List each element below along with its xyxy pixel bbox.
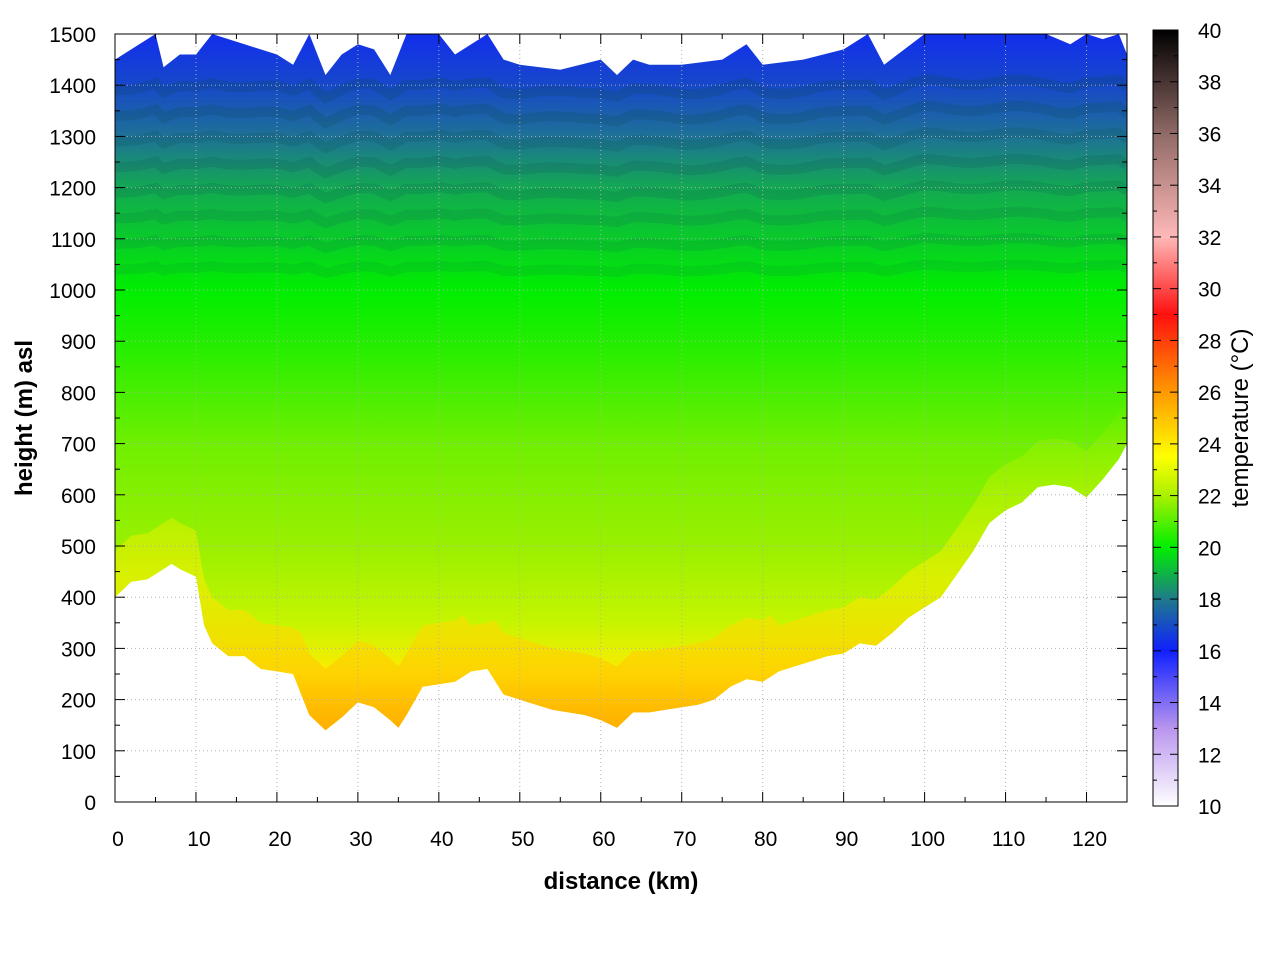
colorbar-tick-label: 32 xyxy=(1198,227,1221,250)
colorbar-title: temperature (°C) xyxy=(1227,329,1254,508)
y-tick-label: 800 xyxy=(61,382,96,405)
x-tick-label: 20 xyxy=(268,828,291,851)
colorbar-ticks: 10 12 14 16 18 20 22 24 26 28 30 32 34 36 38 40 xyxy=(1153,20,1222,819)
colorbar-tick-label: 36 xyxy=(1198,123,1221,146)
colorbar-tick-label: 18 xyxy=(1198,589,1221,612)
colorbar-tick-label: 14 xyxy=(1198,693,1222,716)
x-tick-label: 50 xyxy=(511,828,534,851)
y-tick-label: 900 xyxy=(61,331,96,354)
x-tick-label: 40 xyxy=(430,828,453,851)
x-tick-label: 100 xyxy=(910,828,945,851)
isotherm-band xyxy=(115,127,1127,154)
y-tick-label: 1500 xyxy=(49,24,96,47)
x-tick-label: 90 xyxy=(835,828,858,851)
colorbar-tick-label: 22 xyxy=(1198,486,1221,509)
x-tick-label: 0 xyxy=(112,828,124,851)
isotherm-bands xyxy=(115,74,1127,279)
plot-area: 0 10 20 30 40 50 60 70 80 90 100 110 120 0 100 200 300 4… xyxy=(49,24,1128,851)
colorbar-tick-label: 30 xyxy=(1198,279,1221,302)
colorbar-scale xyxy=(1152,29,1179,807)
x-tick-label: 110 xyxy=(992,828,1025,851)
isotherm-band xyxy=(115,100,1127,129)
isotherm-band xyxy=(115,74,1127,104)
y-tick-label: 600 xyxy=(61,485,96,508)
colorbar-tick-label: 38 xyxy=(1198,72,1221,95)
y-axis-title: height (m) asl xyxy=(11,340,38,496)
x-tick-label: 80 xyxy=(754,828,777,851)
isotherm-band xyxy=(115,233,1127,254)
colorbar-tick-label: 16 xyxy=(1198,641,1221,664)
x-tick-label: 30 xyxy=(349,828,372,851)
y-tick-label: 700 xyxy=(61,434,96,457)
isotherm-band xyxy=(115,259,1127,279)
isotherm-band xyxy=(115,180,1127,204)
isotherm-band xyxy=(115,206,1127,229)
colorbar-tick-label: 24 xyxy=(1198,434,1222,457)
y-tick-label: 1400 xyxy=(49,75,96,98)
y-axis-ticks: 0 100 200 300 400 500 600 700 800 900 1000 1100 1200… xyxy=(49,24,1127,815)
y-tick-label: 1300 xyxy=(49,126,96,149)
x-tick-label: 70 xyxy=(673,828,696,851)
colorbar-tick-label: 10 xyxy=(1198,796,1221,819)
y-tick-label: 100 xyxy=(61,741,96,764)
x-axis-ticks: 0 10 20 30 40 50 60 70 80 90 100 110 120 xyxy=(112,34,1107,851)
colorbar-tick-label: 20 xyxy=(1198,537,1221,560)
y-tick-label: 200 xyxy=(61,690,96,713)
x-tick-label: 10 xyxy=(187,828,210,851)
grid-lines xyxy=(115,34,1127,802)
colorbar-tick-label: 40 xyxy=(1198,20,1221,43)
colorbar-tick-label: 34 xyxy=(1198,175,1222,198)
colorbar-tick-label: 28 xyxy=(1198,330,1221,353)
y-tick-label: 400 xyxy=(61,587,96,610)
y-tick-label: 1200 xyxy=(49,178,96,201)
x-tick-label: 120 xyxy=(1072,828,1107,851)
y-tick-label: 1100 xyxy=(51,229,96,252)
warm-surface-layer xyxy=(115,397,1127,731)
isotherm-band xyxy=(115,153,1127,179)
warm-layer-shading xyxy=(115,397,1127,731)
y-tick-label: 500 xyxy=(61,536,96,559)
x-axis-title: distance (km) xyxy=(544,868,699,895)
y-tick-label: 1000 xyxy=(49,280,96,303)
colorbar: 10 12 14 16 18 20 22 24 26 28 30 32 34 36 38 40 tempera… xyxy=(1152,20,1254,819)
y-tick-label: 0 xyxy=(84,792,96,815)
y-tick-label: 300 xyxy=(61,638,96,661)
colorbar-tick-label: 26 xyxy=(1198,382,1221,405)
x-tick-label: 60 xyxy=(592,828,615,851)
temperature-field xyxy=(115,34,1127,731)
colorbar-tick-label: 12 xyxy=(1198,744,1221,767)
